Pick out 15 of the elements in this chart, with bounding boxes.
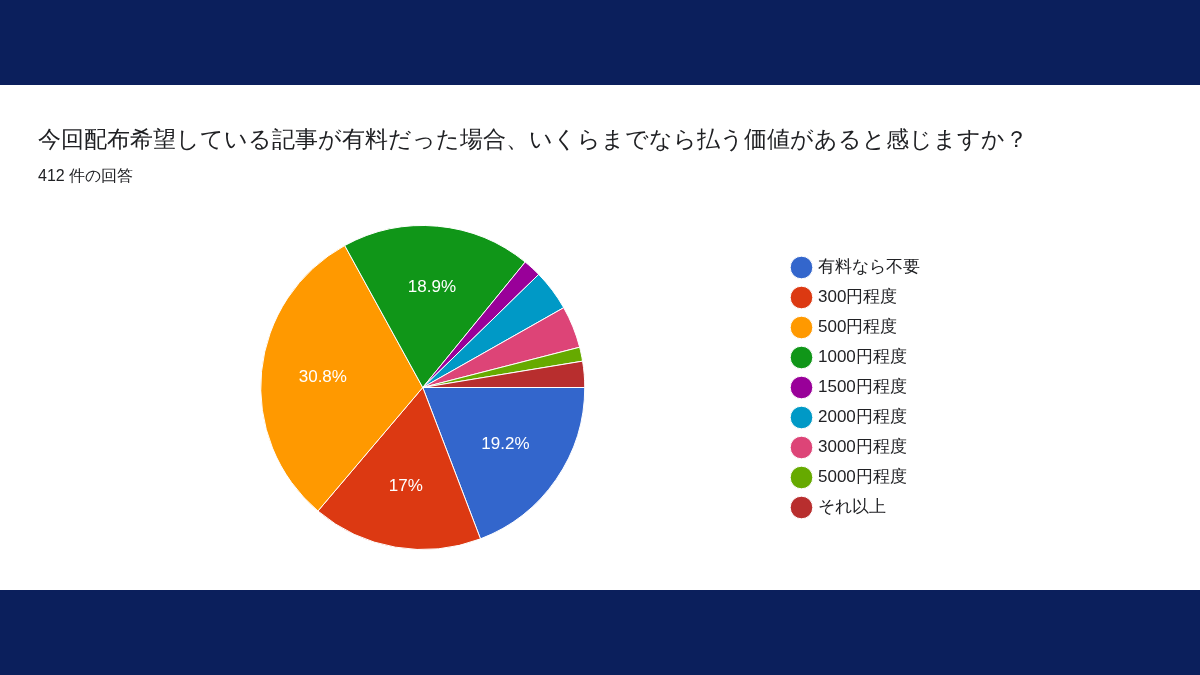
legend-label: 有料なら不要 <box>818 257 920 277</box>
legend-label: 300円程度 <box>818 287 898 307</box>
legend-label: それ以上 <box>818 497 886 517</box>
legend-label: 5000円程度 <box>818 467 907 487</box>
chart-title: 今回配布希望している記事が有料だった場合、いくらまでなら払う価値があると感じますか？ <box>38 125 1028 154</box>
legend-label: 2000円程度 <box>818 407 907 427</box>
legend-label: 500円程度 <box>818 317 898 337</box>
data-label: 17% <box>388 476 423 496</box>
legend-label: 1000円程度 <box>818 347 907 367</box>
data-label: 19.2% <box>481 434 530 454</box>
legend-label: 1500円程度 <box>818 377 907 397</box>
text: 412 件の回答 <box>38 166 134 186</box>
data-label: 30.8% <box>298 367 347 387</box>
data-label: 18.9% <box>407 277 456 297</box>
legend-label: 3000円程度 <box>818 437 907 457</box>
